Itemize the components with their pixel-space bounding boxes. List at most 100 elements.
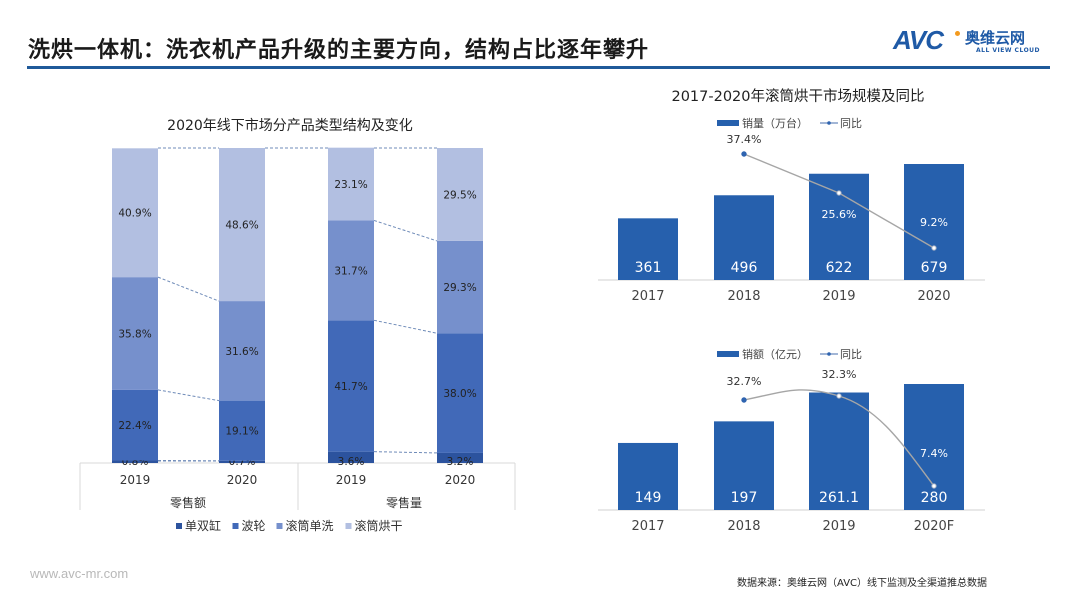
bar (809, 392, 869, 510)
x-tick-label: 2019 (120, 473, 151, 487)
yoy-label: 37.4% (727, 133, 762, 146)
x-tick-label: 2020 (227, 473, 258, 487)
connector-line (373, 451, 438, 454)
x-tick-label: 2020F (914, 519, 955, 534)
bar-value-label: 280 (921, 490, 948, 506)
bar-segment (328, 320, 374, 452)
bar (904, 164, 964, 280)
connector-line (373, 219, 438, 242)
bar-segment (328, 220, 374, 321)
legend-swatch-bar (717, 120, 739, 126)
connector-line (373, 319, 438, 334)
page-title: 洗烘一体机：洗衣机产品升级的主要方向，结构占比逐年攀升 (28, 38, 650, 63)
data-label: 38.0% (443, 388, 476, 400)
bar-segment (112, 277, 158, 390)
bar (618, 442, 678, 510)
bar-segment (437, 148, 483, 241)
data-label: 19.1% (225, 426, 258, 438)
connector-line (157, 389, 220, 402)
bar-value-label: 361 (635, 260, 662, 276)
legend-label: 同比 (840, 117, 862, 130)
data-label: 22.4% (118, 420, 151, 432)
yoy-label: 32.3% (822, 368, 857, 381)
line-marker (836, 393, 842, 399)
x-tick-label: 2017 (631, 519, 664, 534)
bar-segment (219, 460, 265, 463)
bar (714, 421, 774, 510)
logo-en-text: ALL VIEW CLOUD (976, 47, 1041, 54)
bar-segment (219, 301, 265, 401)
data-label: 31.6% (225, 346, 258, 358)
bar (714, 195, 774, 280)
bar-value-label: 149 (635, 490, 662, 506)
data-label: 3.2% (447, 456, 474, 468)
logo-dot-icon (955, 31, 960, 36)
yoy-label: 32.7% (727, 375, 762, 388)
avc-logo: AVC 奥维云网 ALL VIEW CLOUD (893, 25, 1053, 57)
line-marker (741, 151, 747, 157)
x-tick-label: 2020 (917, 289, 950, 304)
line-marker (931, 245, 937, 251)
x-tick-label: 2018 (727, 519, 760, 534)
bar-segment (219, 400, 265, 461)
legend-swatch (176, 523, 182, 529)
bar-segment (112, 460, 158, 463)
legend-label: 滚筒烘干 (355, 518, 403, 533)
yoy-label: 9.2% (920, 216, 948, 229)
yoy-label: 7.4% (920, 447, 948, 460)
data-label: 31.7% (334, 265, 367, 277)
legend-label: 单双缸 (185, 518, 221, 533)
x-tick-label: 2019 (822, 519, 855, 534)
logo-cn-text: 奥维云网 (965, 29, 1026, 47)
bar-value-label: 197 (731, 490, 758, 506)
footer-url[interactable]: www.avc-mr.com (30, 566, 129, 581)
x-tick-label: 2019 (822, 289, 855, 304)
bar-segment (112, 148, 158, 278)
legend-marker (827, 121, 831, 125)
bar-segment (219, 148, 265, 302)
legend-label: 滚筒单洗 (286, 518, 334, 533)
bar-segment (328, 147, 374, 221)
data-source-note: 数据来源：奥维云网（AVC）线下监测及全渠道推总数据 (737, 578, 988, 589)
legend-label: 波轮 (242, 519, 266, 533)
line-marker (931, 483, 937, 489)
bar-segment (437, 240, 483, 334)
data-label: 48.6% (225, 220, 258, 232)
data-label: 35.8% (118, 329, 151, 341)
avc-logo-icon: AVC (893, 25, 944, 55)
data-label: 41.7% (334, 381, 367, 393)
line-marker (836, 190, 842, 196)
data-label: 29.3% (443, 282, 476, 294)
data-label: 3.6% (338, 456, 365, 468)
x-tick-label: 2018 (727, 289, 760, 304)
bar-value-label: 679 (921, 260, 948, 276)
bar (618, 218, 678, 280)
group-label: 零售额 (170, 495, 206, 510)
bar (904, 384, 964, 510)
legend-marker (827, 352, 831, 356)
group-label: 零售量 (386, 495, 422, 510)
legend-swatch (276, 523, 283, 529)
x-tick-label: 2017 (631, 289, 664, 304)
legend-label: 销量（万台） (742, 116, 808, 130)
legend-swatch (345, 523, 352, 529)
bar-segment (112, 389, 158, 461)
bar-segment (437, 452, 483, 463)
x-tick-label: 2020 (445, 473, 476, 487)
data-label: 29.5% (443, 189, 476, 201)
data-label: 23.1% (334, 179, 367, 191)
data-label: 40.9% (118, 208, 151, 220)
bar-segment (437, 333, 483, 453)
legend-swatch-bar (717, 351, 739, 357)
chart-title: 2020年线下市场分产品类型结构及变化 (167, 117, 413, 134)
chart-title: 2017-2020年滚筒烘干市场规模及同比 (671, 88, 924, 105)
line-marker (741, 397, 747, 403)
legend-label: 销额（亿元） (742, 347, 808, 361)
bar-value-label: 261.1 (819, 490, 859, 506)
x-tick-label: 2019 (336, 473, 367, 487)
bar-value-label: 622 (826, 260, 853, 276)
yoy-label: 25.6% (822, 208, 857, 221)
